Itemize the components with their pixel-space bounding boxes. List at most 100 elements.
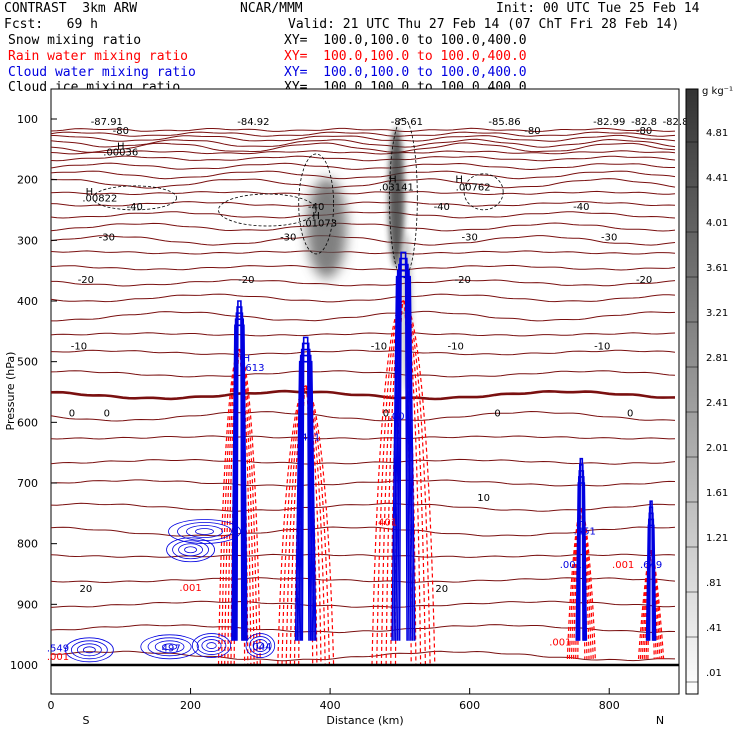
model-label: CONTRAST 3km ARW (4, 1, 138, 16)
y-tick-label: 600 (17, 416, 38, 429)
cloud-water-contour (395, 263, 412, 641)
isotherm-line (51, 502, 675, 512)
colorbar-label: 2.81 (706, 353, 728, 364)
rain-contour (277, 385, 335, 666)
axes: 0 200 400 600 800100200300400500600700800900… (10, 113, 620, 712)
isotherm-line (51, 150, 676, 155)
cloud-water-contour (76, 643, 102, 657)
isotherm-label: -10 (594, 342, 610, 353)
isotherm-label: 0 (383, 408, 389, 419)
isotherm-line (51, 134, 676, 142)
isotherm-line (51, 279, 676, 287)
ice-contour (463, 173, 504, 211)
isotherm-label: -82.8 (663, 117, 689, 128)
cloud-water-contour (172, 540, 209, 560)
cloud-water-contour (201, 639, 222, 652)
field-xy-snow: XY= 100.0,100.0 to 100.0,400.0 (284, 33, 527, 48)
isotherm-label: -82.99 (593, 117, 625, 128)
maximum-label: .03141 (379, 183, 414, 194)
colorbar-label: 4.41 (706, 173, 728, 184)
cloud-water-contours (64, 251, 657, 663)
isotherm-label: 20 (435, 584, 448, 595)
maximum-label: .001 (389, 411, 411, 422)
cloud-water-contour (162, 643, 178, 651)
field-name-rain: Rain water mixing ratio (8, 49, 189, 64)
maximum-label: .401 (298, 433, 320, 444)
isotherm-line (51, 138, 676, 148)
isotherm-line (51, 293, 676, 303)
cloud-water-contour (166, 537, 215, 563)
isotherm-label: -40 (127, 202, 143, 213)
isotherm-line (51, 370, 676, 378)
isotherm-line (51, 435, 676, 440)
colorbar-label: 4.81 (706, 128, 728, 139)
isotherm-label: 10 (477, 493, 490, 504)
maximum-label: .001 (612, 560, 634, 571)
isotherm-line (51, 264, 676, 271)
endpoint-south: S (83, 714, 90, 727)
y-tick-label: 200 (17, 174, 38, 187)
maximum-label: .001 (47, 652, 69, 663)
y-axis-label: Pressure (hPa) (4, 352, 17, 431)
maximum-label: .497 (158, 644, 180, 655)
isotherm-label: -87.91 (91, 117, 123, 128)
init-label: Init: 00 UTC Tue 25 Feb 14 (496, 1, 700, 16)
maximum-label: .401 (375, 517, 397, 528)
rain-contour (643, 549, 659, 659)
maximum-label: H (578, 517, 586, 528)
isotherm-line (51, 389, 676, 401)
field-xy-cloudwater: XY= 100.0,100.0 to 100.0,400.0 (284, 65, 527, 80)
cloud-water-contour (82, 646, 96, 654)
colorbar-unit: g kg⁻¹ (702, 86, 733, 97)
isotherm-line (51, 131, 676, 137)
maximum-label: H (312, 211, 320, 222)
isotherm-line (51, 127, 676, 133)
colorbar (685, 88, 699, 695)
maximum-label: H (86, 187, 94, 198)
isotherm-line (51, 201, 676, 207)
isotherm-label: -85.86 (488, 117, 520, 128)
isotherm-label: -30 (461, 232, 477, 243)
isotherm-label: -40 (308, 202, 324, 213)
cloud-water-contour (231, 324, 248, 641)
isotherm-line (51, 458, 676, 465)
isotherm-line (51, 577, 676, 584)
isotherm-line (51, 235, 676, 246)
snow-shade (388, 127, 405, 268)
snow-shading (306, 127, 412, 394)
cloud-water-contour (140, 634, 199, 660)
maximum-label: .044 (249, 642, 271, 653)
rain-contour (371, 300, 436, 666)
colorbar-label: 3.21 (706, 308, 728, 319)
y-tick-label: 700 (17, 477, 38, 490)
isotherm-label: -85.61 (391, 117, 423, 128)
isotherm-line (51, 410, 676, 422)
cloud-water-contour (294, 360, 317, 641)
ice-contour (218, 193, 317, 227)
cloud-water-contour (393, 269, 414, 641)
cloud-water-contour (575, 482, 588, 641)
cloud-water-contour (391, 275, 416, 641)
cloud-water-contour (396, 257, 410, 641)
maximum-label: .451 (574, 527, 596, 538)
y-tick-label: 900 (17, 598, 38, 611)
isotherm-label: 0 (494, 408, 500, 419)
isotherm-line (51, 162, 675, 171)
cloud-water-contour (147, 637, 192, 657)
y-tick-label: 400 (17, 295, 38, 308)
y-tick-label: 800 (17, 538, 38, 551)
ice-contour (298, 153, 334, 255)
ice-contour (92, 185, 177, 211)
maximum-label: .001 (560, 560, 582, 571)
cloud-water-contour (236, 300, 243, 641)
maximum-label: .649 (640, 560, 662, 571)
isotherm-label: -10 (71, 342, 87, 353)
maximum-label: H (117, 141, 125, 152)
x-tick-label: 0 (48, 699, 55, 712)
isotherm-line (51, 600, 676, 608)
contour-labels: -87.91 -84.92 -85.61 -85.86 -82.99 -82.8 -82.8… (47, 117, 689, 663)
maximum-label: .613 (242, 363, 264, 374)
isotherm-label: -30 (601, 232, 617, 243)
colorbar-label: 3.61 (706, 263, 728, 274)
